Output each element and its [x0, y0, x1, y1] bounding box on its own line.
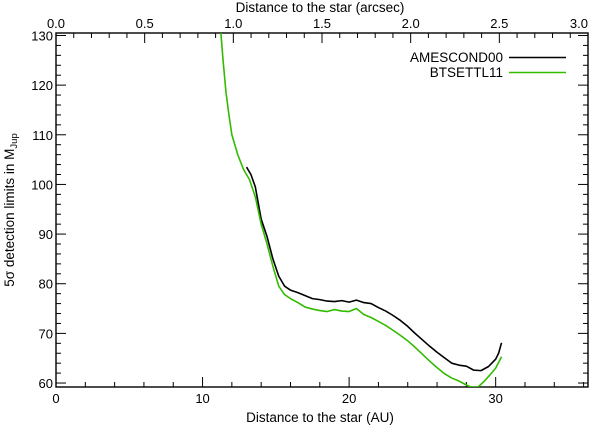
y-tick-label: 90	[39, 227, 53, 242]
top-axis-ticks: 0.0 0.5 1.0 1.5 2.0 2.5 3.0	[47, 16, 589, 43]
x2-tick-label: 0.5	[136, 16, 154, 31]
x2-tick-label: 2.0	[402, 16, 420, 31]
x2-tick-label: 3.0	[570, 16, 588, 31]
x-tick-label: 20	[342, 391, 356, 406]
y-axis-label-main: 5σ detection limits in M	[2, 149, 17, 287]
y-tick-label: 130	[31, 28, 53, 43]
series-line-btsettl11	[220, 33, 503, 387]
series-line-amescond00	[245, 166, 503, 372]
y-tick-label: 100	[31, 177, 53, 192]
x-tick-label: 0	[52, 391, 59, 406]
x2-tick-label: 0.0	[47, 16, 65, 31]
right-axis-ticks	[578, 34, 588, 384]
plot-frame	[55, 32, 589, 388]
legend-label-btsettl11: BTSETTL11	[430, 65, 503, 80]
x2-tick-label: 1.5	[313, 16, 331, 31]
x-axis-label: Distance to the star (AU)	[246, 410, 394, 425]
x-tick-label: 30	[488, 391, 502, 406]
x2-tick-label: 1.0	[224, 16, 242, 31]
series-lines	[220, 33, 503, 387]
y-axis-label: 5σ detection limits in MJup	[2, 133, 20, 286]
x2-tick-label: 2.5	[490, 16, 508, 31]
y-tick-label: 120	[31, 78, 53, 93]
y-tick-label: 70	[39, 326, 53, 341]
y-tick-label: 80	[39, 277, 53, 292]
bottom-axis-ticks: 0 10 20 30	[52, 377, 585, 406]
legend-label-amescond00: AMESCOND00	[410, 50, 503, 65]
y-tick-label: 110	[32, 128, 53, 143]
x2-axis-label: Distance to the star (arcsec)	[236, 0, 405, 15]
left-axis-ticks: 60 70 80 90 100 110 120 130	[31, 28, 66, 391]
x-tick-label: 10	[195, 391, 209, 406]
y-axis-label-subscript: Jup	[9, 133, 20, 148]
y-tick-label: 60	[39, 376, 53, 391]
